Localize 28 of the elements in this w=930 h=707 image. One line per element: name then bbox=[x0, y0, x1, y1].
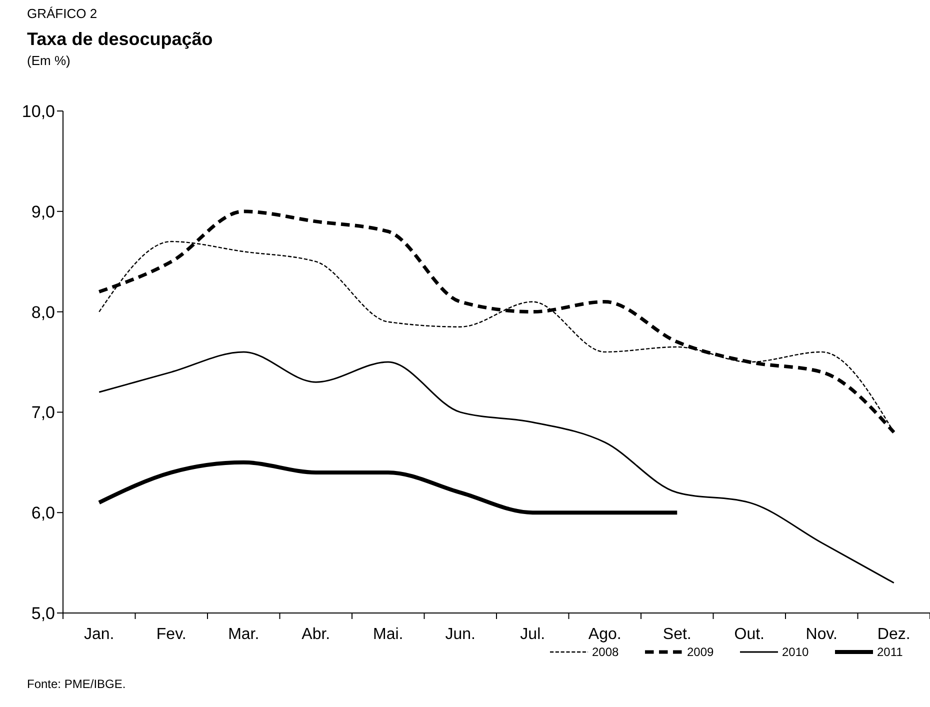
y-tick-label: 8,0 bbox=[31, 302, 55, 322]
chart-title: Taxa de desocupação bbox=[27, 29, 213, 49]
x-tick-label: Nov. bbox=[806, 626, 838, 643]
x-tick-label: Out. bbox=[734, 626, 764, 643]
y-tick-label: 10,0 bbox=[22, 102, 55, 121]
legend-label: 2011 bbox=[877, 645, 904, 660]
x-tick-label: Jan. bbox=[84, 626, 114, 643]
legend-label: 2009 bbox=[687, 645, 714, 660]
x-tick-label: Ago. bbox=[588, 626, 622, 643]
x-tick-label: Mar. bbox=[228, 626, 260, 643]
legend-label: 2010 bbox=[782, 645, 810, 660]
source-note: Fonte: PME/IBGE. bbox=[27, 677, 126, 691]
x-tick-label: Fev. bbox=[156, 626, 186, 643]
y-tick-label: 9,0 bbox=[31, 202, 55, 222]
x-tick-label: Mai. bbox=[373, 626, 404, 643]
text: GRÁFICO 2 bbox=[27, 6, 98, 21]
x-tick-label: Abr. bbox=[302, 626, 330, 643]
legend-label: 2008 bbox=[592, 645, 620, 660]
line-series bbox=[97, 460, 680, 515]
x-tick-label: Dez. bbox=[877, 626, 910, 643]
y-tick-label: 7,0 bbox=[31, 403, 55, 422]
line-series bbox=[98, 351, 895, 584]
y-tick-label: 6,0 bbox=[31, 504, 55, 523]
x-tick-label: Jul. bbox=[520, 626, 546, 643]
x-tick-label: Jun. bbox=[445, 626, 476, 643]
x-tick-label: Set. bbox=[662, 626, 692, 643]
chart-subtitle: (Em %) bbox=[27, 53, 70, 68]
y-tick-label: 5,0 bbox=[31, 604, 55, 623]
